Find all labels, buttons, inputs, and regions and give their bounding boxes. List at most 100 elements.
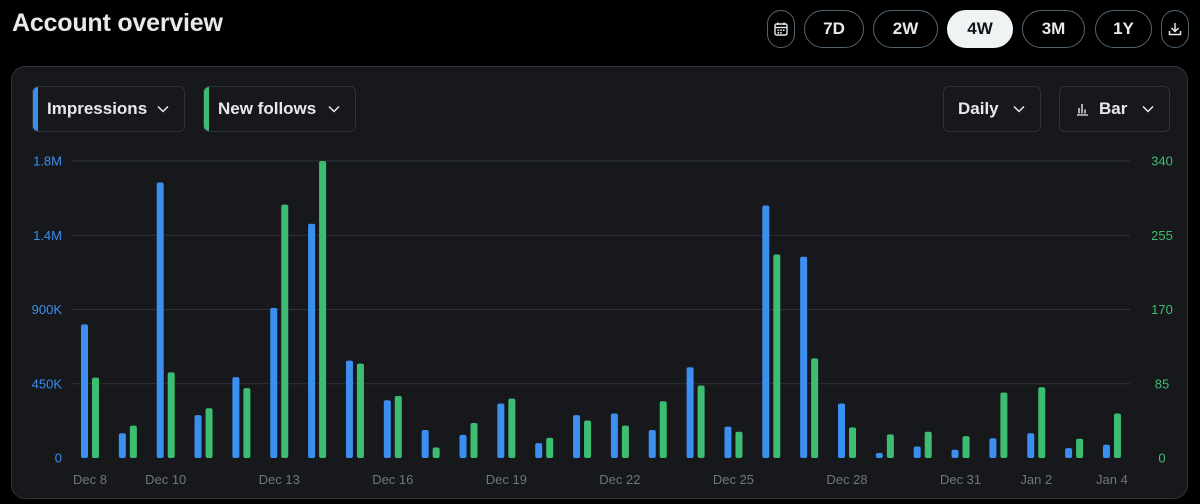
range-2w-button[interactable]: 2W [873, 10, 938, 48]
chart-type-label: Bar [1099, 99, 1128, 118]
follows-bar [962, 436, 970, 458]
impressions-bar [535, 443, 543, 458]
follows-bar [356, 363, 364, 458]
follows-bar [470, 423, 478, 458]
follows-bar [432, 447, 440, 458]
granularity-label: Daily [958, 99, 999, 118]
follows-bar [773, 254, 781, 458]
chevron-down-icon [1013, 105, 1025, 113]
x-tick-label: Dec 16 [372, 472, 413, 487]
calendar-button[interactable] [767, 10, 795, 48]
impressions-bar [459, 434, 467, 458]
x-tick-label: Dec 13 [259, 472, 300, 487]
follows-bar [205, 408, 213, 458]
impressions-bar [800, 256, 808, 458]
follows-bar [659, 401, 667, 458]
follows-bar [508, 398, 516, 458]
follows-bar [621, 425, 629, 458]
y-right-tick-label: 85 [1155, 376, 1169, 391]
follows-bar [886, 434, 894, 458]
y-left-tick-label: 0 [55, 451, 62, 466]
impressions-bar [686, 367, 694, 458]
x-tick-label: Dec 25 [713, 472, 754, 487]
range-4w-button[interactable]: 4W [947, 10, 1013, 48]
follows-bar [697, 385, 705, 458]
impressions-bar [648, 429, 656, 458]
follows-bar [1000, 392, 1008, 458]
follows-bar [394, 395, 402, 458]
chart-type-select[interactable]: Bar [1059, 86, 1170, 132]
follows-bar [584, 420, 592, 458]
impressions-bar [951, 449, 959, 458]
x-tick-label: Dec 8 [73, 472, 107, 487]
follows-bar [811, 358, 819, 458]
follows-bar [281, 204, 289, 458]
impressions-bar [345, 360, 353, 458]
metric-left-label: Impressions [47, 99, 148, 118]
impressions-bar [762, 205, 770, 458]
metric-right-label: New follows [218, 99, 317, 118]
bar-chart-icon [1077, 104, 1088, 116]
y-right-tick-label: 170 [1151, 302, 1173, 317]
x-tick-label: Dec 10 [145, 472, 186, 487]
range-7d-button[interactable]: 7D [804, 10, 864, 48]
range-1y-button[interactable]: 1Y [1095, 10, 1152, 48]
impressions-bar [1065, 448, 1073, 458]
follows-bar [129, 425, 137, 458]
impressions-bar [1102, 444, 1110, 458]
y-left-tick-label: 1.8M [33, 154, 62, 169]
impressions-bar [497, 403, 505, 458]
impressions-bar [989, 438, 997, 458]
bar-chart: 0 450K 900K 1.4M 1.8M 0 85 170 255 340 Dec 8 Dec 10… [32, 154, 1173, 488]
chevron-down-icon [157, 105, 169, 113]
follows-bar [1113, 413, 1121, 458]
follows-bar [546, 437, 554, 458]
metric-left-select[interactable]: Impressions [32, 86, 185, 132]
follows-bar [1076, 438, 1084, 458]
follows-bar [735, 431, 743, 458]
impressions-bar [383, 400, 391, 458]
y-right-tick-label: 340 [1151, 154, 1173, 169]
impressions-bar [118, 433, 126, 458]
x-tick-label: Dec 22 [599, 472, 640, 487]
chevron-down-icon [1142, 105, 1154, 113]
page-title: Account overview [12, 9, 223, 37]
impressions-bar [156, 182, 164, 458]
follows-color-indicator [204, 87, 209, 131]
follows-bar [319, 161, 327, 458]
impressions-bar [573, 415, 581, 458]
impressions-color-indicator [33, 87, 38, 131]
impressions-bar [421, 429, 429, 458]
y-right-tick-label: 0 [1158, 451, 1165, 466]
x-tick-label: Jan 4 [1096, 472, 1128, 487]
follows-bar [1038, 387, 1046, 458]
y-left-tick-label: 1.4M [33, 228, 62, 243]
y-left-tick-label: 450K [32, 376, 63, 391]
y-right-tick-label: 255 [1151, 228, 1173, 243]
follows-bar [243, 388, 251, 458]
impressions-bar [610, 413, 618, 458]
metric-right-select[interactable]: New follows [203, 86, 356, 132]
calendar-icon [774, 22, 788, 36]
impressions-bar [1027, 433, 1035, 458]
impressions-bar [308, 223, 316, 458]
range-3m-button[interactable]: 3M [1022, 10, 1085, 48]
chevron-down-icon [328, 105, 340, 113]
date-range-toolbar: 7D 2W 4W 3M 1Y [0, 10, 1200, 48]
follows-bar [167, 372, 175, 458]
x-tick-label: Jan 2 [1020, 472, 1052, 487]
follows-bar [92, 377, 99, 458]
granularity-select[interactable]: Daily [943, 86, 1041, 132]
follows-bar [924, 431, 932, 458]
chart-panel: Impressions New follows Daily Bar 0 450K 9… [11, 66, 1188, 499]
download-icon [1168, 23, 1182, 36]
follows-bar [849, 427, 856, 458]
impressions-bar [724, 426, 732, 458]
impressions-bar [81, 324, 88, 458]
x-tick-label: Dec 19 [486, 472, 527, 487]
impressions-bar [232, 377, 240, 458]
x-tick-label: Dec 28 [826, 472, 867, 487]
impressions-bar [270, 307, 278, 458]
impressions-bar [875, 453, 883, 458]
download-button[interactable] [1161, 10, 1189, 48]
